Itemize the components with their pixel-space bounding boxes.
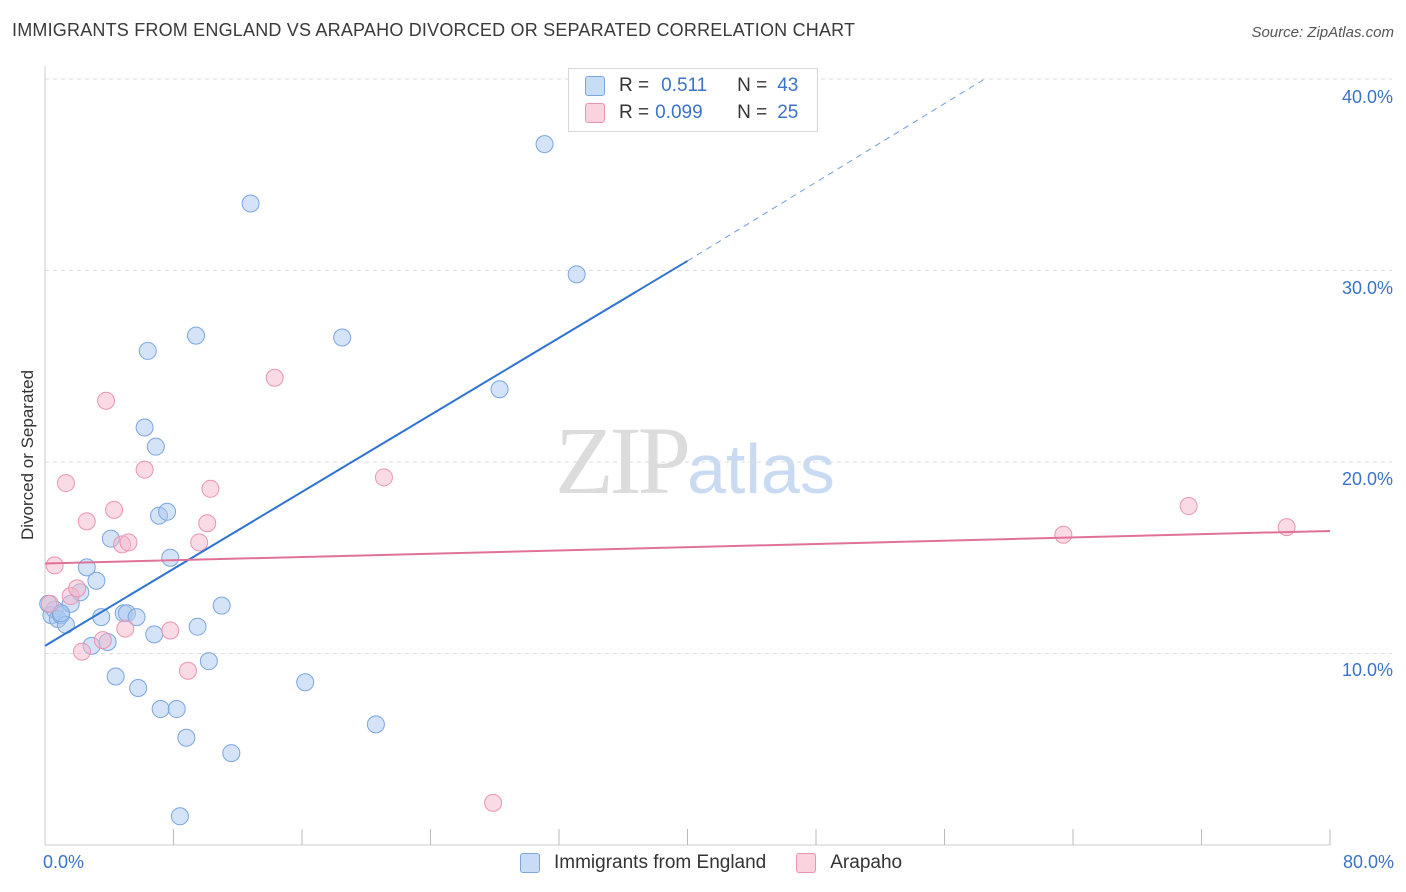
legend-row-england: R = 0.511 N = 43 <box>585 73 798 99</box>
england-point <box>490 380 509 399</box>
england-point <box>535 135 554 154</box>
arapaho-point <box>161 621 180 640</box>
england-point <box>199 652 218 671</box>
england-point <box>296 673 315 692</box>
legend-n-label: N = <box>737 102 768 123</box>
england-point <box>145 625 164 644</box>
arapaho-point <box>56 474 75 493</box>
arapaho-point <box>105 500 124 519</box>
arapaho-point <box>77 512 96 531</box>
england-point <box>177 728 196 747</box>
england-point <box>146 437 165 456</box>
arapaho-point <box>45 556 64 575</box>
england-trendline-extension <box>687 78 985 262</box>
arapaho-point <box>374 468 393 487</box>
arapaho-point <box>178 661 197 680</box>
england-point <box>212 596 231 615</box>
arapaho-point <box>190 533 209 552</box>
series-legend-arapaho: Arapaho <box>796 852 902 874</box>
england-point <box>106 667 125 686</box>
england-point <box>87 571 106 590</box>
england-point <box>161 548 180 567</box>
y-tick-label-10: 10.0% <box>1341 660 1393 680</box>
source-label: Source: ZipAtlas.com <box>1251 24 1394 41</box>
legend-r-label: R = <box>619 75 650 96</box>
arapaho-point <box>198 514 217 533</box>
legend-n-value: 25 <box>777 102 799 123</box>
legend-swatch-arapaho <box>585 103 605 123</box>
series-label-arapaho: Arapaho <box>830 852 903 873</box>
watermark-zip: ZIP <box>555 407 691 514</box>
arapaho-point <box>72 642 91 661</box>
arapaho-point <box>265 368 284 387</box>
arapaho-point <box>1054 525 1073 544</box>
arapaho-point <box>40 594 59 613</box>
england-point <box>158 502 177 521</box>
england-point <box>241 194 260 213</box>
legend-r-value: 0.511 <box>661 75 708 96</box>
england-point <box>151 700 170 719</box>
series-legend: Immigrants from England Arapaho <box>520 852 932 874</box>
legend-n-label: N = <box>737 75 768 96</box>
watermark: ZIPatlas <box>555 405 835 516</box>
england-point <box>129 678 148 697</box>
england-point <box>366 715 385 734</box>
england-point <box>188 617 207 636</box>
england-point <box>135 418 154 437</box>
england-point <box>333 328 352 347</box>
arapaho-point <box>68 579 87 598</box>
england-point <box>567 265 586 284</box>
series-legend-england: Immigrants from England <box>520 852 766 874</box>
england-point <box>170 807 189 826</box>
arapaho-point <box>93 631 112 650</box>
chart-title: IMMIGRANTS FROM ENGLAND VS ARAPAHO DIVOR… <box>12 20 856 40</box>
arapaho-point <box>97 391 116 410</box>
stats-legend: R = 0.511 N = 43 R = 0.099 N = 25 <box>568 68 818 132</box>
arapaho-point <box>116 619 135 638</box>
x-tick-label-max: 80.0% <box>1342 852 1394 872</box>
legend-n-value: 43 <box>777 75 799 96</box>
series-label-england: Immigrants from England <box>554 852 767 873</box>
arapaho-point <box>1179 497 1198 516</box>
y-tick-label-30: 30.0% <box>1341 278 1393 298</box>
arapaho-trendline <box>44 529 1331 565</box>
arapaho-point <box>135 460 154 479</box>
y-tick-label-20: 20.0% <box>1341 469 1393 489</box>
y-tick-label-40: 40.0% <box>1341 87 1393 107</box>
series-swatch-arapaho <box>796 853 817 873</box>
x-tick-label-min: 0.0% <box>43 852 85 872</box>
watermark-atlas: atlas <box>687 430 835 508</box>
legend-swatch-england <box>585 76 605 96</box>
england-point <box>167 700 186 719</box>
series-swatch-england <box>520 853 540 873</box>
england-trendline <box>44 260 689 647</box>
legend-r-value: 0.099 <box>655 102 703 123</box>
arapaho-point <box>119 533 138 552</box>
arapaho-point <box>484 793 503 812</box>
arapaho-point <box>201 479 220 498</box>
england-point <box>222 744 241 763</box>
england-point <box>127 608 146 627</box>
legend-r-label: R = <box>619 102 650 123</box>
legend-row-arapaho: R = 0.099 N = 25 <box>585 100 798 126</box>
england-point <box>138 341 157 360</box>
england-point <box>186 326 205 345</box>
